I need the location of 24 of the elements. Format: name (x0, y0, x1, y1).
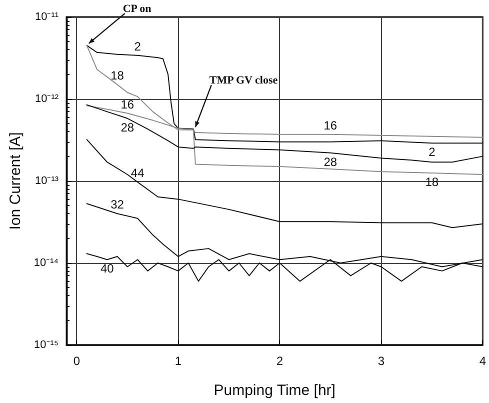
series-label: 16 (120, 97, 134, 112)
series-label: 44 (130, 166, 145, 180)
y-tick-label: 10⁻¹² (34, 93, 59, 105)
x-tick-label: 0 (73, 354, 80, 368)
y-tick-label: 10⁻¹¹ (34, 11, 59, 23)
y-axis-title: Ion Current [A] (7, 132, 24, 230)
series-label: 28 (324, 154, 338, 169)
x-tick-label: 3 (378, 354, 385, 368)
x-tick-label: 2 (276, 354, 284, 368)
x-axis-title: Pumping Time [hr] (214, 382, 336, 399)
y-tick-label: 10⁻¹⁴ (34, 257, 59, 269)
x-tick-label: 1 (174, 354, 182, 368)
annotation: TMP GV close (209, 74, 278, 87)
text: 18 (110, 68, 124, 83)
series-label: 32 (110, 198, 124, 212)
text: 28 (120, 120, 134, 134)
series-label: 40 (100, 262, 114, 276)
y-tick-label: 10⁻¹³ (34, 175, 59, 187)
text: 16 (324, 118, 338, 132)
annotation: CP on (122, 2, 152, 15)
x-tick-label: 4 (479, 354, 486, 368)
text: 2 (428, 145, 436, 160)
series-label: 2 (134, 39, 142, 54)
y-tick-label: 10⁻¹⁵ (34, 339, 59, 351)
